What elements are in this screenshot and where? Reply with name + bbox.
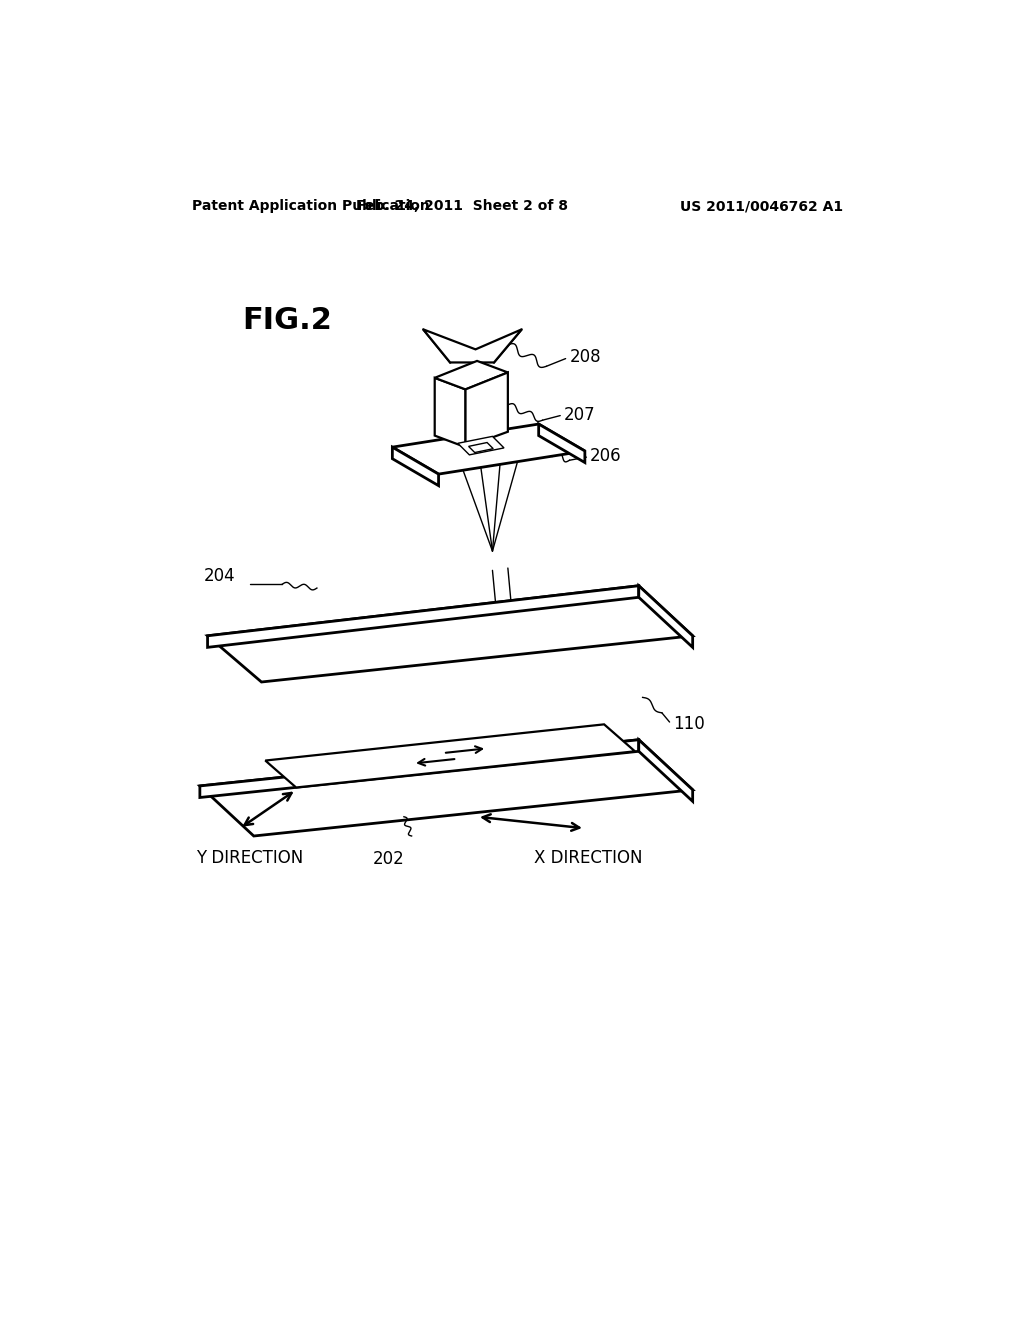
Polygon shape: [539, 424, 585, 462]
Polygon shape: [435, 378, 466, 447]
Text: 110: 110: [674, 715, 706, 734]
Polygon shape: [639, 586, 692, 647]
Polygon shape: [392, 447, 438, 486]
Polygon shape: [639, 739, 692, 801]
Text: 206: 206: [590, 447, 622, 466]
Polygon shape: [200, 739, 639, 797]
Polygon shape: [208, 586, 692, 682]
Polygon shape: [458, 437, 504, 455]
Text: 202: 202: [373, 850, 404, 869]
Polygon shape: [392, 424, 585, 474]
Polygon shape: [469, 442, 494, 453]
Text: US 2011/0046762 A1: US 2011/0046762 A1: [680, 199, 844, 213]
Text: Feb. 24, 2011  Sheet 2 of 8: Feb. 24, 2011 Sheet 2 of 8: [355, 199, 567, 213]
Text: FIG.2: FIG.2: [243, 306, 332, 334]
Polygon shape: [435, 360, 508, 389]
Polygon shape: [466, 372, 508, 447]
Text: 207: 207: [563, 405, 595, 424]
Polygon shape: [208, 586, 639, 647]
Polygon shape: [200, 739, 692, 836]
Text: Patent Application Publication: Patent Application Publication: [193, 199, 430, 213]
Polygon shape: [423, 330, 521, 363]
Text: 204: 204: [204, 566, 236, 585]
Text: 208: 208: [569, 348, 601, 366]
Text: Y DIRECTION: Y DIRECTION: [197, 849, 303, 866]
Text: X DIRECTION: X DIRECTION: [535, 849, 643, 866]
Polygon shape: [265, 725, 635, 788]
